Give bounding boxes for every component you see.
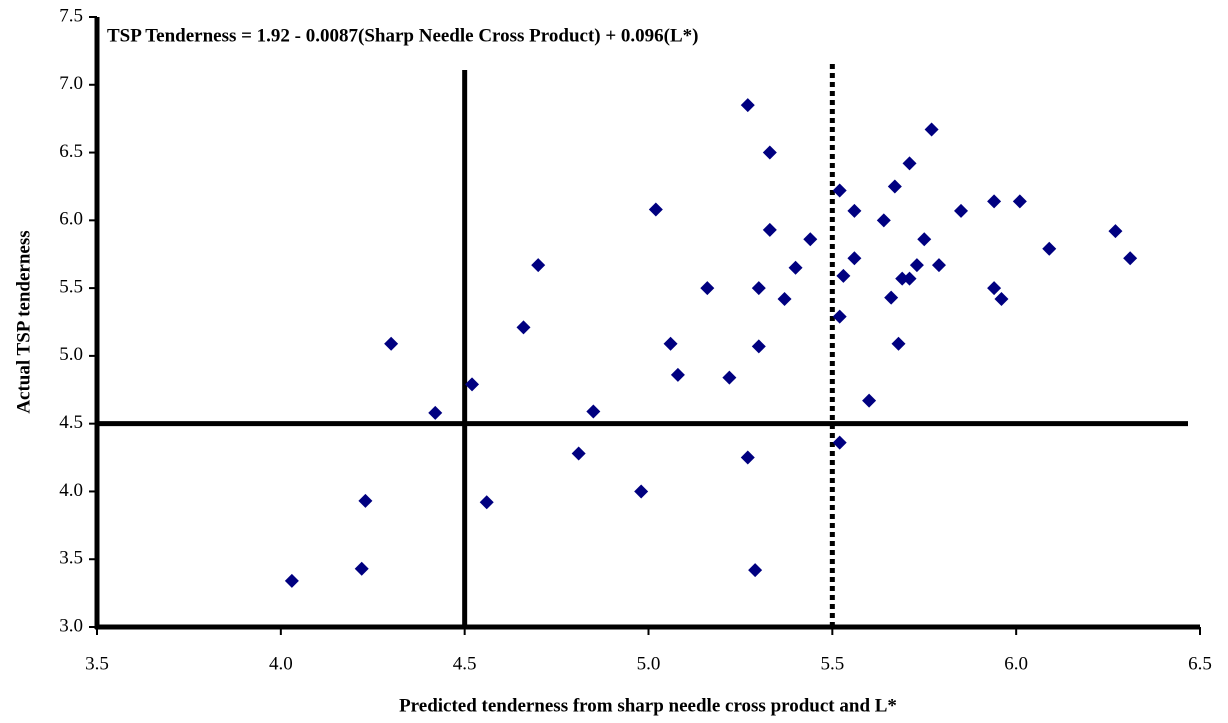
y-tick-label: 4.0 <box>59 480 83 501</box>
data-point <box>428 405 443 420</box>
y-tick-label: 5.0 <box>59 344 83 365</box>
data-point <box>876 213 891 228</box>
data-point <box>740 450 755 465</box>
data-point <box>648 202 663 217</box>
data-point <box>887 179 902 194</box>
data-point <box>994 291 1009 306</box>
x-axis-title: Predicted tenderness from sharp needle c… <box>399 695 897 716</box>
data-point <box>465 377 480 392</box>
data-point <box>954 203 969 218</box>
data-point <box>384 336 399 351</box>
equation-annotation: TSP Tenderness = 1.92 - 0.0087(Sharp Nee… <box>107 25 699 46</box>
y-tick-label: 3.0 <box>59 615 83 636</box>
x-tick-label: 5.0 <box>637 653 661 674</box>
data-point <box>531 258 546 273</box>
data-point <box>832 183 847 198</box>
data-point <box>571 446 586 461</box>
x-tick-label: 6.5 <box>1188 653 1212 674</box>
y-tick-label: 6.5 <box>59 141 83 162</box>
data-point <box>788 260 803 275</box>
data-point <box>931 258 946 273</box>
data-point <box>987 194 1002 209</box>
data-point <box>832 435 847 450</box>
data-point <box>358 493 373 508</box>
data-point <box>884 290 899 305</box>
data-point <box>516 320 531 335</box>
data-point <box>847 203 862 218</box>
y-tick-label: 6.0 <box>59 209 83 230</box>
data-point <box>284 573 299 588</box>
data-point <box>479 495 494 510</box>
data-point <box>902 156 917 171</box>
data-point <box>740 98 755 113</box>
data-point <box>722 370 737 385</box>
data-point <box>832 309 847 324</box>
x-tick-label: 5.5 <box>820 653 844 674</box>
data-point <box>836 268 851 283</box>
data-point <box>751 339 766 354</box>
data-point <box>700 281 715 296</box>
data-point <box>1123 251 1138 266</box>
data-point <box>909 258 924 273</box>
data-point <box>1012 194 1027 209</box>
data-point <box>663 336 678 351</box>
data-point <box>987 281 1002 296</box>
data-point <box>762 222 777 237</box>
data-point <box>902 271 917 286</box>
data-point <box>862 393 877 408</box>
data-point <box>751 281 766 296</box>
data-point <box>847 251 862 266</box>
data-point <box>777 291 792 306</box>
x-tick-label: 3.5 <box>85 653 109 674</box>
y-tick-label: 7.5 <box>59 5 83 26</box>
data-point <box>762 145 777 160</box>
data-point <box>803 232 818 247</box>
y-axis-title: Actual TSP tenderness <box>13 230 34 413</box>
data-point <box>917 232 932 247</box>
x-tick-label: 4.0 <box>269 653 293 674</box>
x-tick-label: 6.0 <box>1004 653 1028 674</box>
data-point <box>1108 224 1123 239</box>
y-tick-label: 7.0 <box>59 73 83 94</box>
data-point <box>891 336 906 351</box>
data-point <box>895 271 910 286</box>
data-point <box>670 367 685 382</box>
x-tick-label: 4.5 <box>453 653 477 674</box>
data-point <box>748 563 763 578</box>
data-point <box>354 561 369 576</box>
data-point <box>1042 241 1057 256</box>
data-point <box>924 122 939 137</box>
data-point <box>634 484 649 499</box>
y-tick-label: 5.5 <box>59 276 83 297</box>
y-tick-label: 3.5 <box>59 548 83 569</box>
data-point <box>586 404 601 419</box>
y-tick-label: 4.5 <box>59 412 83 433</box>
